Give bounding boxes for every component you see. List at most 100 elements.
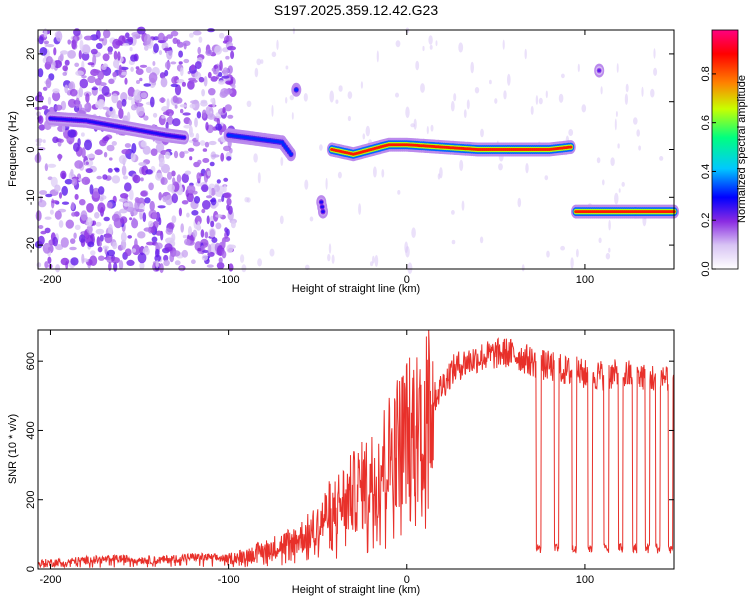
noise-blob — [205, 49, 213, 56]
noise-blob — [179, 104, 188, 108]
noise-blob — [241, 264, 247, 273]
noise-blob — [217, 198, 222, 203]
noise-blob — [132, 217, 137, 226]
noise-blob — [221, 75, 230, 79]
noise-blob — [34, 106, 43, 111]
track-point — [282, 143, 286, 147]
noise-blob — [36, 152, 41, 163]
track-point — [320, 205, 325, 209]
noise-blob — [89, 184, 94, 195]
noise-blob — [226, 204, 230, 211]
noise-blob — [81, 132, 85, 137]
noise-blob — [201, 89, 206, 97]
noise-blob — [133, 89, 142, 101]
noise-blob — [153, 36, 160, 41]
noise-blob — [97, 202, 106, 213]
noise-blob — [152, 61, 156, 66]
noise-blob — [51, 200, 59, 204]
noise-blob — [621, 181, 625, 187]
noise-blob — [64, 84, 69, 94]
noise-blob — [144, 197, 151, 204]
noise-blob — [97, 246, 103, 253]
noise-blob — [360, 81, 363, 89]
noise-blob — [202, 250, 210, 253]
noise-blob — [230, 50, 235, 60]
noise-blob — [608, 219, 611, 231]
noise-blob — [139, 203, 145, 214]
noise-blob — [196, 172, 202, 182]
noise-blob — [155, 142, 165, 153]
noise-blob — [190, 64, 196, 71]
noise-blob — [170, 61, 177, 65]
noise-blob — [227, 114, 234, 119]
noise-blob — [159, 157, 165, 167]
noise-blob — [85, 168, 93, 174]
noise-blob — [362, 133, 366, 140]
noise-blob — [101, 64, 107, 71]
noise-blob — [50, 176, 58, 188]
noise-blob — [140, 190, 148, 197]
noise-blob — [59, 50, 69, 55]
noise-blob — [155, 260, 159, 268]
noise-blob — [113, 59, 120, 69]
noise-blob — [171, 170, 176, 177]
noise-blob — [145, 66, 152, 74]
noise-blob — [439, 167, 443, 179]
noise-blob — [189, 103, 196, 109]
noise-blob — [328, 243, 332, 254]
noise-blob — [135, 208, 145, 213]
noise-blob — [184, 170, 192, 175]
noise-blob — [174, 260, 181, 266]
noise-blob — [171, 76, 179, 85]
noise-blob — [98, 255, 105, 261]
noise-blob — [216, 262, 225, 270]
noise-blob — [404, 241, 409, 254]
noise-blob — [633, 117, 638, 125]
noise-blob — [171, 215, 177, 224]
noise-blob — [122, 43, 130, 47]
noise-blob — [134, 197, 140, 203]
noise-blob — [71, 178, 78, 186]
noise-blob — [150, 148, 158, 156]
noise-blob — [650, 88, 655, 98]
noise-blob — [175, 97, 183, 104]
noise-blob — [253, 153, 258, 163]
spectrogram-y-tick-label: -20 — [25, 237, 37, 253]
noise-blob — [64, 178, 73, 185]
noise-blob — [331, 254, 335, 264]
noise-blob — [46, 44, 55, 48]
noise-blob — [120, 66, 129, 71]
noise-blob — [216, 179, 221, 184]
noise-blob — [653, 48, 656, 59]
noise-blob — [373, 166, 377, 178]
noise-blob — [109, 157, 113, 161]
noise-blob — [164, 243, 173, 252]
noise-blob — [201, 109, 207, 119]
noise-blob — [79, 39, 84, 51]
noise-blob — [148, 220, 154, 228]
noise-blob — [54, 210, 62, 220]
noise-blob — [503, 90, 507, 100]
noise-blob — [285, 97, 288, 104]
noise-blob — [207, 71, 212, 79]
noise-blob — [216, 118, 221, 126]
noise-blob — [53, 47, 57, 56]
track-point — [294, 88, 299, 92]
noise-blob — [98, 186, 105, 195]
noise-blob — [450, 100, 455, 112]
noise-blob — [145, 169, 153, 175]
spectrogram-tracks — [45, 63, 679, 219]
noise-blob — [210, 204, 217, 209]
spectrogram-y-tick-label: -10 — [25, 189, 37, 205]
noise-blob — [220, 152, 225, 162]
noise-blob — [103, 136, 110, 142]
noise-blob — [498, 163, 503, 171]
noise-blob — [37, 147, 46, 151]
noise-blob — [73, 142, 80, 152]
noise-blob — [304, 179, 309, 190]
noise-blob — [154, 254, 161, 262]
noise-blob — [157, 40, 166, 44]
noise-blob — [227, 65, 233, 74]
noise-blob — [413, 118, 417, 130]
noise-blob — [461, 200, 465, 211]
